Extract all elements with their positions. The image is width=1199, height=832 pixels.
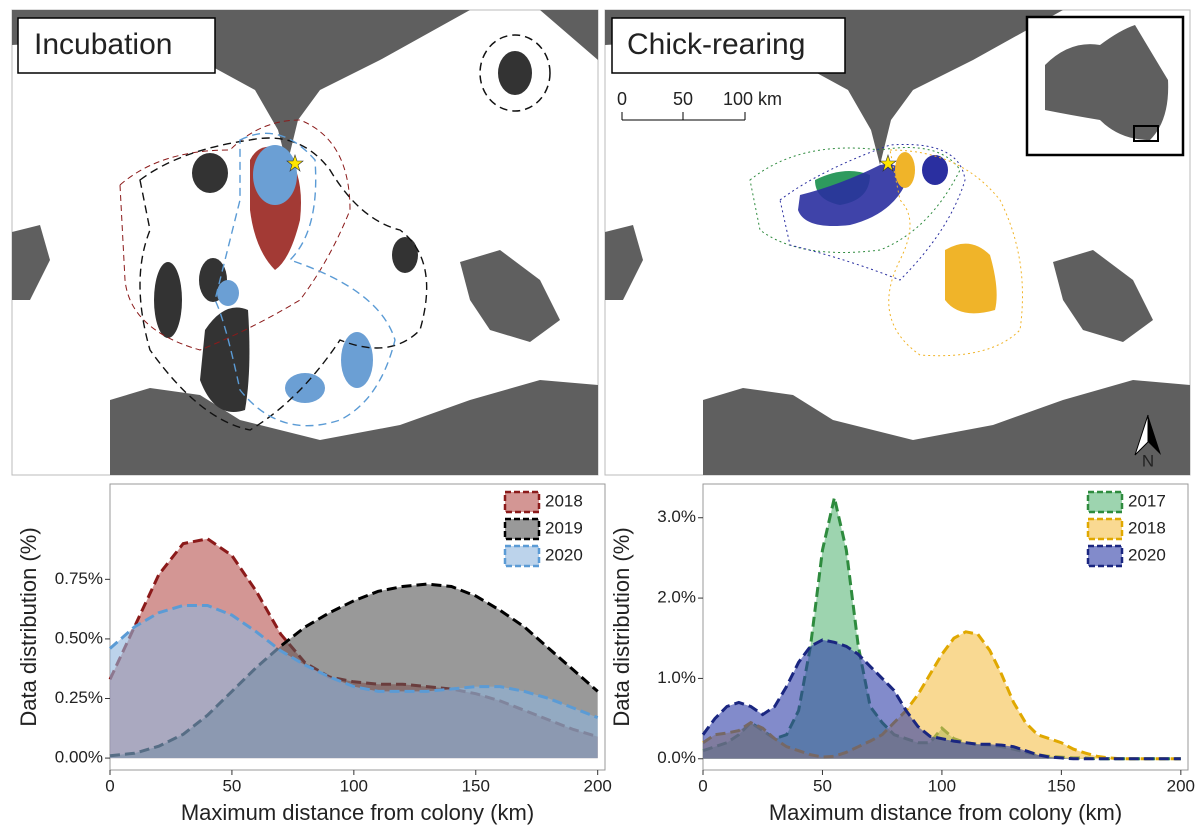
density-contour [479,34,551,112]
north-label: N [1142,451,1154,470]
density-core [392,237,418,273]
x-tick-label: 150 [462,776,490,795]
inset-australia [1045,25,1169,140]
land [540,10,598,60]
y-tick-label: 2.0% [657,588,696,607]
density-contour [214,132,396,427]
legend-label: 2018 [1128,518,1166,537]
title-box [611,17,846,74]
area [703,631,1181,759]
legend-label: 2020 [1128,545,1166,564]
legend-swatch [503,517,541,541]
density-contour [779,143,966,281]
density-core [285,373,325,403]
land [12,225,50,300]
colony-star [286,154,304,172]
line [701,638,1181,761]
area [703,639,1181,759]
density-core [945,243,997,314]
land [110,380,598,475]
density-core [154,262,182,338]
y-tick-label: 0.0% [657,748,696,767]
line [109,582,599,758]
title-box [17,17,216,74]
x-axis-title: Maximum distance from colony (km) [769,800,1122,825]
density-core [922,155,948,185]
x-tick-label: 0 [105,776,114,795]
x-tick-label: 200 [1167,776,1195,795]
y-tick-label: 1.0% [657,668,696,687]
land [12,10,470,165]
legend-label: 2018 [545,491,583,510]
legend-label: 2020 [545,545,583,564]
legend-swatch [1086,544,1124,568]
density-core [217,280,239,306]
x-tick-label: 100 [340,776,368,795]
land [1053,250,1153,342]
legend-swatch [503,544,541,568]
legend-swatch [503,490,541,514]
y-tick-label: 0.75% [55,569,103,588]
density-core [192,153,228,193]
x-tick-label: 150 [1047,776,1075,795]
x-tick-label: 0 [698,776,707,795]
y-tick-label: 0.50% [55,628,103,647]
north-arrow [1148,415,1161,455]
density-core [798,164,905,226]
scale-label: 0 [617,89,627,109]
scale-label: 50 [673,89,693,109]
y-tick-label: 0.25% [55,688,103,707]
legend-swatch [1086,517,1124,541]
y-tick-label: 0.00% [55,748,103,767]
x-tick-label: 200 [583,776,611,795]
y-tick-label: 3.0% [657,507,696,526]
panel-title: Incubation [34,28,172,61]
density-contour [888,149,1023,357]
x-axis-title: Maximum distance from colony (km) [181,800,534,825]
scale-label: 100 km [723,89,782,109]
land [605,10,1063,165]
panel-title: Chick-rearing [627,28,805,61]
x-tick-label: 100 [928,776,956,795]
area [110,605,598,759]
map-incubation: Incubation [11,9,599,476]
land [605,225,643,300]
density-contour [139,137,428,431]
density-core [341,332,373,388]
density-core [498,51,532,95]
land [703,380,1190,475]
colony-star [879,154,897,172]
density-core [895,152,915,188]
x-tick-label: 50 [813,776,832,795]
legend-label: 2019 [545,518,583,537]
map-chick-rearing: Chick-rearing 0 50 100 km N [604,9,1191,476]
density-contour [119,119,351,351]
land [460,250,560,342]
inset-locator [1133,125,1159,142]
y-axis-title: Data distribution (%) [16,527,41,726]
y-axis-title: Data distribution (%) [609,527,634,726]
legend-swatch [1086,490,1124,514]
line [109,604,599,719]
legend-label: 2017 [1128,491,1166,510]
x-tick-label: 50 [222,776,241,795]
density-core [253,145,297,205]
